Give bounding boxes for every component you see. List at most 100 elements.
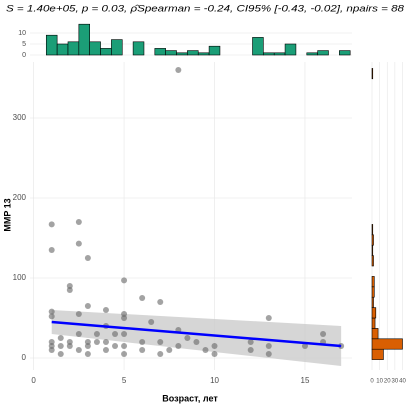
histogram-bar	[371, 244, 374, 256]
point	[211, 343, 218, 349]
y-tick-label: 0	[22, 52, 26, 59]
x-tick-label: 15	[301, 376, 310, 385]
y-tick-label: 10	[18, 30, 26, 37]
point	[193, 339, 200, 345]
point	[57, 335, 64, 341]
point	[166, 347, 173, 353]
histogram-bar	[252, 37, 264, 56]
x-tick-label: 30	[392, 379, 399, 385]
point	[139, 295, 146, 301]
point	[139, 339, 146, 345]
x-tick-label: 20	[384, 379, 391, 385]
histogram-bar	[371, 68, 374, 80]
point	[84, 343, 91, 349]
trend-line	[51, 320, 342, 348]
point	[102, 347, 109, 353]
point	[121, 351, 128, 357]
histogram-bar	[89, 41, 101, 56]
point	[247, 339, 254, 345]
point	[121, 315, 128, 321]
histogram-bar	[154, 48, 166, 56]
point	[66, 343, 73, 349]
point	[84, 255, 91, 261]
x-tick-label: 5	[122, 376, 127, 385]
point	[57, 343, 64, 349]
point	[247, 347, 254, 353]
histogram-bar	[78, 23, 90, 56]
histogram-bar	[197, 52, 210, 56]
point	[175, 67, 182, 73]
point	[211, 351, 218, 357]
point	[202, 347, 209, 353]
histogram-bar	[263, 52, 275, 56]
chart-title: S = 1.40e+05, p = 0.03, ρ̂Spearman = -0.…	[6, 3, 404, 13]
histogram-bar	[317, 50, 329, 56]
x-axis-title: Возраст, лет	[162, 393, 218, 403]
point	[66, 287, 73, 293]
y-axis-title: MMP 13	[2, 198, 12, 231]
point	[112, 331, 119, 337]
histogram-bar	[306, 52, 318, 56]
point	[121, 331, 128, 337]
y-tick-label: 100	[13, 273, 27, 282]
y-tick-label: 0	[22, 353, 27, 362]
y-tick-label: 5	[22, 41, 26, 48]
point	[75, 240, 82, 247]
point	[102, 339, 109, 345]
point	[75, 331, 82, 337]
point	[121, 277, 128, 284]
x-tick-label: 10	[210, 376, 219, 385]
point	[157, 299, 164, 305]
histogram-bar	[371, 276, 375, 288]
histogram-bar	[132, 41, 145, 56]
histogram-bar	[371, 224, 374, 236]
confidence-band	[51, 310, 342, 366]
point	[75, 347, 82, 353]
point	[48, 308, 55, 315]
histogram-bar	[371, 348, 384, 360]
point	[148, 319, 155, 325]
histogram-bar	[208, 45, 221, 56]
x-tick-label: 40	[399, 379, 406, 385]
x-tick-label: 10	[376, 379, 383, 385]
histogram-bar	[165, 50, 177, 56]
histogram-bar	[371, 338, 403, 350]
y-tick-label: 300	[13, 113, 27, 122]
histogram-bar	[371, 317, 376, 329]
point	[157, 339, 164, 345]
point	[102, 307, 109, 313]
point	[57, 351, 64, 357]
histogram-bar	[371, 296, 374, 308]
point	[320, 331, 327, 337]
histogram-bar	[67, 41, 80, 56]
point	[84, 303, 91, 309]
point	[48, 347, 55, 353]
point	[48, 247, 55, 253]
point	[48, 221, 55, 228]
histogram-bar	[176, 52, 188, 56]
histogram-bar	[371, 255, 374, 267]
point	[184, 335, 191, 341]
histogram-bar	[56, 43, 69, 56]
point	[175, 343, 182, 349]
point	[121, 343, 128, 349]
histogram-bar	[371, 328, 379, 340]
point	[301, 343, 308, 349]
point	[93, 331, 100, 337]
histogram-bar	[111, 39, 123, 56]
point	[75, 219, 82, 225]
histogram-bar	[187, 50, 199, 56]
x-tick-label: 0	[370, 379, 374, 385]
point	[265, 343, 272, 349]
histogram-bar	[371, 234, 374, 246]
histogram-bar	[100, 48, 112, 56]
point	[139, 347, 146, 353]
point	[112, 343, 119, 349]
point	[48, 313, 55, 320]
point	[84, 351, 91, 357]
histogram-bar	[371, 286, 375, 298]
histogram-bar	[273, 52, 286, 56]
histogram-bar	[284, 43, 297, 56]
histogram-bar	[45, 34, 58, 56]
